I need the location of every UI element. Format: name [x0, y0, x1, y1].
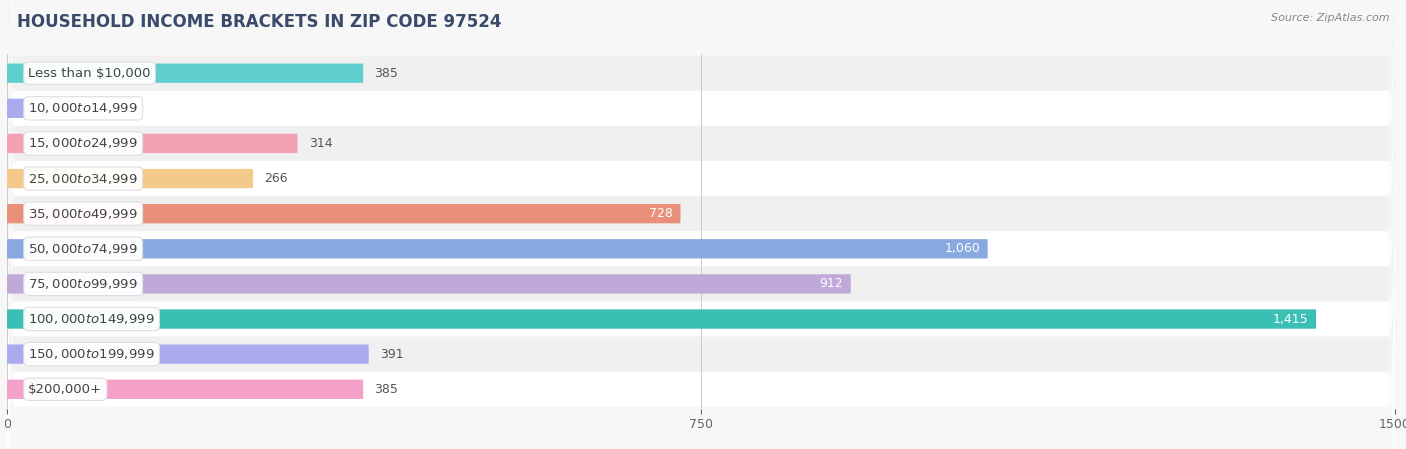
Text: 728: 728	[650, 207, 673, 220]
Text: 391: 391	[380, 348, 404, 361]
Text: $100,000 to $149,999: $100,000 to $149,999	[28, 312, 155, 326]
Text: 385: 385	[374, 67, 398, 79]
Text: 71: 71	[84, 102, 100, 115]
Text: $200,000+: $200,000+	[28, 383, 103, 396]
Text: $50,000 to $74,999: $50,000 to $74,999	[28, 242, 138, 256]
Text: $15,000 to $24,999: $15,000 to $24,999	[28, 136, 138, 150]
FancyBboxPatch shape	[7, 344, 368, 364]
Text: 385: 385	[374, 383, 398, 396]
FancyBboxPatch shape	[7, 239, 987, 259]
Text: $150,000 to $199,999: $150,000 to $199,999	[28, 347, 155, 361]
Text: $75,000 to $99,999: $75,000 to $99,999	[28, 277, 138, 291]
Text: $35,000 to $49,999: $35,000 to $49,999	[28, 207, 138, 220]
Text: $25,000 to $34,999: $25,000 to $34,999	[28, 172, 138, 185]
FancyBboxPatch shape	[7, 0, 1395, 337]
FancyBboxPatch shape	[7, 99, 73, 118]
Text: 912: 912	[820, 277, 844, 291]
Text: 1,415: 1,415	[1272, 313, 1309, 326]
FancyBboxPatch shape	[7, 309, 1316, 329]
FancyBboxPatch shape	[7, 0, 1395, 442]
FancyBboxPatch shape	[7, 0, 1395, 449]
FancyBboxPatch shape	[7, 64, 363, 83]
FancyBboxPatch shape	[7, 0, 1395, 407]
FancyBboxPatch shape	[7, 274, 851, 294]
Text: 1,060: 1,060	[945, 242, 980, 255]
FancyBboxPatch shape	[7, 126, 1395, 449]
FancyBboxPatch shape	[7, 204, 681, 223]
Text: Source: ZipAtlas.com: Source: ZipAtlas.com	[1271, 13, 1389, 23]
Text: Less than $10,000: Less than $10,000	[28, 67, 150, 79]
FancyBboxPatch shape	[7, 0, 1395, 372]
FancyBboxPatch shape	[7, 21, 1395, 449]
FancyBboxPatch shape	[7, 91, 1395, 449]
Text: 266: 266	[264, 172, 288, 185]
FancyBboxPatch shape	[7, 56, 1395, 449]
FancyBboxPatch shape	[7, 169, 253, 188]
FancyBboxPatch shape	[7, 379, 363, 399]
FancyBboxPatch shape	[7, 134, 298, 153]
Text: 314: 314	[309, 137, 332, 150]
Text: HOUSEHOLD INCOME BRACKETS IN ZIP CODE 97524: HOUSEHOLD INCOME BRACKETS IN ZIP CODE 97…	[17, 13, 502, 31]
FancyBboxPatch shape	[7, 0, 1395, 449]
Text: $10,000 to $14,999: $10,000 to $14,999	[28, 101, 138, 115]
